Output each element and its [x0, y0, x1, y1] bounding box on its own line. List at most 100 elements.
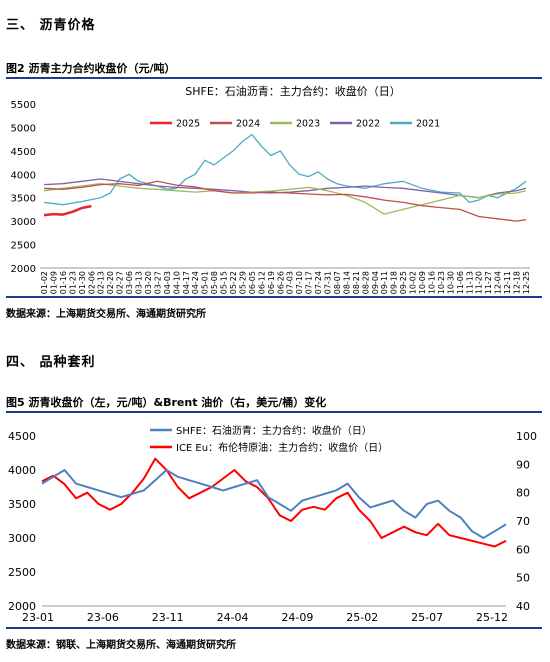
chart-1-x-tick-12-25: 12-25: [522, 271, 531, 294]
chart-1-legend-label-2023: 2023: [296, 119, 320, 130]
chart-1-series-2021: [43, 133, 527, 206]
chart-2-y-right-tick-70: 70: [516, 515, 530, 528]
chart-2-x-tick-24-04: 24-04: [217, 611, 249, 624]
chart-2-y-right-tick-80: 80: [516, 487, 530, 500]
chart-1-y-tick-4500: 4500: [11, 147, 36, 158]
chart-1-x-tick-11-06: 11-06: [456, 271, 465, 294]
chart-1-x-tick-05-01: 05-01: [201, 271, 210, 294]
chart-1-x-tick-11-27: 11-27: [484, 271, 493, 294]
chart-1-x-tick-01-02: 01-02: [40, 271, 49, 294]
chart-1-legend-label-2024: 2024: [236, 119, 260, 130]
chart-2-x-tick-23-06: 23-06: [87, 611, 119, 624]
chart-1-x-tick-05-15: 05-15: [220, 271, 229, 294]
chart-1-x-tick-02-20: 02-20: [106, 271, 115, 294]
chart-1-x-tick-03-06: 03-06: [125, 271, 134, 294]
chart-2-y-left-tick-3000: 3000: [8, 532, 36, 545]
chart-1-x-tick-06-05: 06-05: [248, 271, 257, 294]
figure-5-bottom-rule: [6, 627, 542, 629]
chart-1-x-tick-12-11: 12-11: [503, 271, 512, 294]
chart-2-x-tick-23-11: 23-11: [152, 611, 184, 624]
chart-2-y-left-tick-3500: 3500: [8, 498, 36, 511]
chart-1-series-2022: [43, 178, 527, 199]
chart-1-title: SHFE：石油沥青：主力合约：收盘价（日）: [185, 84, 401, 98]
chart-2-x-tick-25-02: 25-02: [346, 611, 378, 624]
chart-1-x-tick-03-13: 03-13: [135, 271, 144, 294]
chart-1-x-tick-05-22: 05-22: [229, 271, 238, 294]
chart-1-x-tick-10-16: 10-16: [427, 271, 436, 294]
chart-1-x-tick-07-24: 07-24: [314, 271, 323, 294]
chart-1-x-tick-06-12: 06-12: [257, 271, 266, 294]
chart-1-y-tick-2000: 2000: [11, 264, 36, 275]
chart-1-y-tick-5000: 5000: [11, 123, 36, 134]
figure-5-caption: 图5 沥青收盘价（左，元/吨）&Brent 油价（右，美元/桶）变化: [6, 396, 327, 409]
chart-1-x-tick-09-18: 09-18: [390, 271, 399, 294]
chart-1-x-tick-03-27: 03-27: [153, 271, 162, 294]
chart-1-x-tick-04-17: 04-17: [182, 271, 191, 294]
chart-1-x-tick-03-20: 03-20: [144, 271, 153, 294]
chart-1-x-tick-02-13: 02-13: [97, 271, 106, 294]
section-4-title: 四、 品种套利: [6, 355, 96, 370]
chart-1-x-tick-07-10: 07-10: [295, 271, 304, 294]
chart-2-y-left-tick-4000: 4000: [8, 464, 36, 477]
chart-1-x-tick-11-20: 11-20: [475, 271, 484, 294]
figure-2-top-rule: [6, 77, 542, 79]
chart-1-y-tick-3500: 3500: [11, 194, 36, 205]
chart-2-x-tick-25-12: 25-12: [476, 611, 508, 624]
chart-1-x-tick-01-16: 01-16: [59, 271, 68, 294]
chart-1-x-tick-06-26: 06-26: [276, 271, 285, 294]
chart-1-y-tick-3000: 3000: [11, 217, 36, 228]
figure-5-top-rule: [6, 411, 542, 413]
chart-1-x-tick-10-30: 10-30: [446, 271, 455, 294]
chart-2-series-1: [41, 457, 507, 548]
chart-1-x-tick-01-30: 01-30: [78, 271, 87, 294]
chart-1-x-tick-09-11: 09-11: [380, 271, 389, 294]
chart-1-x-tick-08-21: 08-21: [352, 271, 361, 294]
chart-1-x-tick-04-24: 04-24: [191, 271, 200, 294]
chart-1-series-2024: [43, 180, 527, 222]
chart-1-y-tick-2500: 2500: [11, 241, 36, 252]
chart-2-y-right-tick-40: 40: [516, 600, 530, 613]
chart-1-x-tick-09-25: 09-25: [399, 271, 408, 294]
chart-2-series-0: [41, 469, 507, 539]
figure-2-caption: 图2 沥青主力合约收盘价（元/吨）: [6, 62, 176, 75]
chart-2-legend-label-1: ICE Eu：布伦特原油：主力合约：收盘价（日）: [176, 441, 388, 454]
chart-1-legend-label-2025: 2025: [176, 119, 200, 130]
chart-1-series-2023: [43, 183, 527, 215]
chart-1-x-tick-09-04: 09-04: [371, 271, 380, 294]
chart-2-y-right-tick-60: 60: [516, 543, 530, 556]
chart-1-x-tick-07-31: 07-31: [324, 271, 333, 294]
chart-1-x-tick-02-06: 02-06: [87, 271, 96, 294]
chart-1: SHFE：石油沥青：主力合约：收盘价（日） 2000 2500 3000 3500 400…: [11, 84, 531, 294]
chart-1-x-tick-01-09: 01-09: [49, 271, 58, 294]
chart-1-x-tick-08-14: 08-14: [342, 271, 351, 294]
chart-1-y-tick-4000: 4000: [11, 170, 36, 181]
chart-1-x-tick-05-08: 05-08: [210, 271, 219, 294]
chart-1-y-tick-5500: 5500: [11, 100, 36, 111]
figure-2-bottom-rule: [6, 296, 542, 298]
chart-1-x-tick-06-19: 06-19: [267, 271, 276, 294]
chart-1-x-tick-11-13: 11-13: [465, 271, 474, 294]
chart-1-legend-label-2021: 2021: [416, 119, 440, 130]
chart-1-series-2025: [43, 204, 92, 217]
chart-2-y-right-tick-100: 100: [516, 430, 537, 443]
chart-2-x-tick-25-07: 25-07: [411, 611, 443, 624]
chart-1-x-tick-12-04: 12-04: [494, 271, 503, 294]
chart-1-x-tick-04-10: 04-10: [172, 271, 181, 294]
chart-1-x-tick-07-17: 07-17: [305, 271, 314, 294]
chart-1-x-tick-04-03: 04-03: [163, 271, 172, 294]
figure-5-source: 数据来源：钢联、上海期货交易所、海通期货研究所: [6, 640, 236, 651]
chart-1-x-tick-02-27: 02-27: [116, 271, 125, 294]
chart-2-y-right-tick-50: 50: [516, 572, 530, 585]
chart-2-legend-label-0: SHFE：石油沥青：主力合约：收盘价（日）: [176, 424, 372, 437]
chart-1-x-tick-10-02: 10-02: [409, 271, 418, 294]
chart-1-x-tick-01-23: 01-23: [68, 271, 77, 294]
chart-2-x-tick-24-09: 24-09: [281, 611, 313, 624]
chart-1-x-tick-10-09: 10-09: [418, 271, 427, 294]
chart-2-y-left-tick-2000: 2000: [8, 600, 36, 613]
section-3-title: 三、 沥青价格: [6, 18, 96, 33]
chart-1-legend-label-2022: 2022: [356, 119, 380, 130]
chart-1-x-tick-08-28: 08-28: [361, 271, 370, 294]
chart-1-x-tick-08-07: 08-07: [333, 271, 342, 294]
chart-2-y-left-tick-2500: 2500: [8, 566, 36, 579]
figure-2-source: 数据来源：上海期货交易所、海通期货研究所: [6, 309, 206, 320]
